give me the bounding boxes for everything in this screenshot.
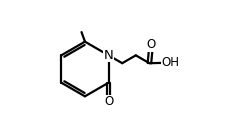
Text: O: O <box>145 38 155 51</box>
Text: N: N <box>103 49 113 62</box>
Text: OH: OH <box>161 56 179 69</box>
Text: O: O <box>104 95 113 108</box>
